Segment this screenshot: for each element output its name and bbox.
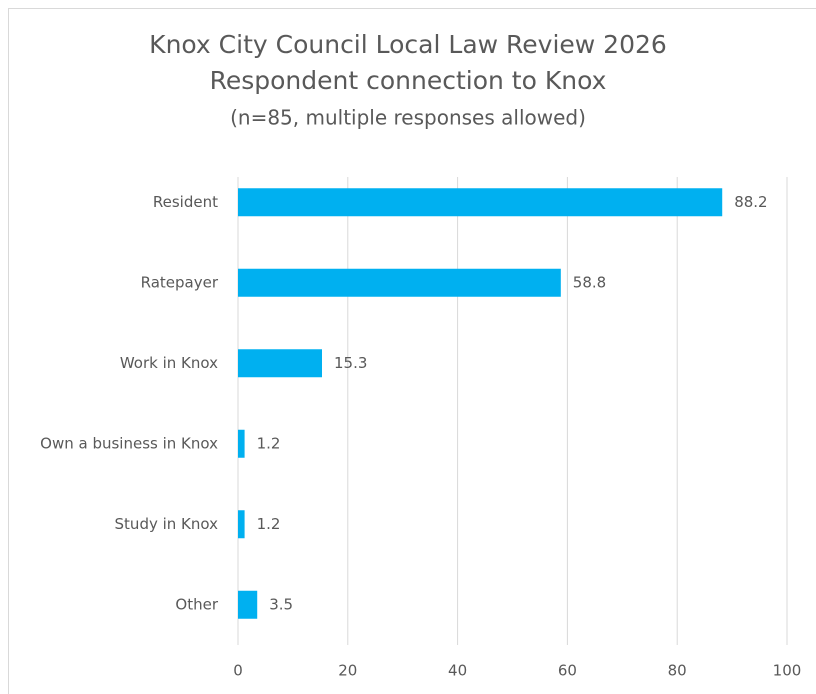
bar <box>238 268 561 297</box>
data-label: 1.2 <box>257 434 281 452</box>
y-tick-label: Study in Knox <box>115 515 219 533</box>
data-label: 1.2 <box>257 515 281 533</box>
data-label: 15.3 <box>334 354 367 372</box>
bar <box>238 590 258 619</box>
x-tick-label: 20 <box>338 662 357 680</box>
chart-note: (n=85, multiple responses allowed) <box>230 106 586 130</box>
bar <box>238 349 322 378</box>
y-tick-label: Own a business in Knox <box>40 434 218 452</box>
x-tick-label: 0 <box>233 662 243 680</box>
bar <box>238 429 245 458</box>
x-tick-label: 80 <box>668 662 687 680</box>
bar <box>238 188 723 217</box>
data-label: 58.8 <box>573 273 606 291</box>
y-tick-label: Resident <box>153 193 218 211</box>
y-tick-label: Ratepayer <box>141 273 219 291</box>
chart-frame <box>8 8 816 694</box>
x-tick-label: 40 <box>448 662 467 680</box>
chart-title: Knox City Council Local Law Review 2026 <box>149 30 667 59</box>
x-tick-label: 100 <box>773 662 802 680</box>
data-label: 88.2 <box>734 193 767 211</box>
data-label: 3.5 <box>269 595 293 613</box>
bar <box>238 510 245 539</box>
y-tick-label: Work in Knox <box>120 354 218 372</box>
y-tick-label: Other <box>175 595 218 613</box>
x-tick-label: 60 <box>558 662 577 680</box>
chart-subtitle: Respondent connection to Knox <box>210 66 607 95</box>
